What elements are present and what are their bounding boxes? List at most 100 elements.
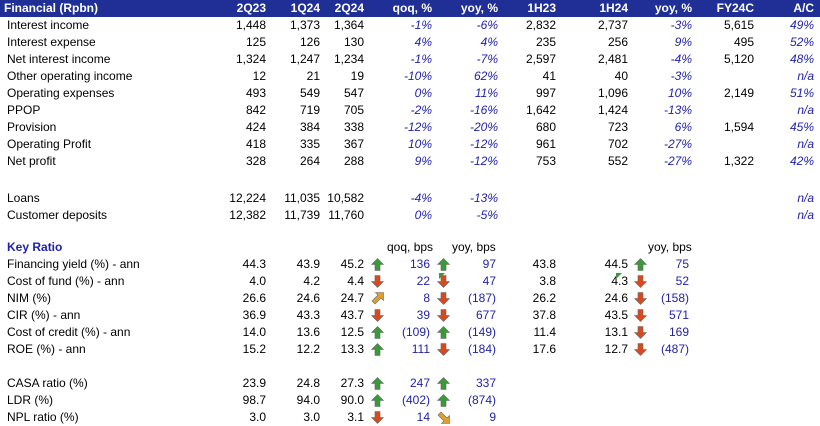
cell-1h23 [510, 207, 556, 224]
cell-1h23: 997 [535, 86, 556, 100]
cell-yoy: -16% [469, 103, 498, 117]
cell-1h24: 256 [607, 35, 628, 49]
cell-1q24: 335 [299, 137, 320, 151]
cell-yoy-bps: 97 [482, 257, 496, 271]
cell-2q23: 12,382 [229, 208, 266, 222]
cell-qoq-bps: 111 [411, 342, 430, 356]
cell-2q24: 1,364 [333, 18, 364, 32]
cell-2q24: 1,234 [333, 52, 364, 66]
header-col-2q24: 2Q24 [334, 1, 364, 15]
cell-2q23: 1,324 [235, 52, 266, 66]
cell-2q24: 547 [343, 86, 364, 100]
cell-yoy-1h: -27% [663, 154, 692, 168]
row-label: Cost of credit (%) - ann [7, 325, 131, 339]
cell-1h23: 753 [535, 154, 556, 168]
cell-yoy-bps: 47 [482, 274, 496, 288]
cell-2q24: 367 [343, 137, 364, 151]
row-label: Operating expenses [7, 86, 115, 100]
cell-1h23: 26.2 [532, 291, 556, 305]
cell-1q24: 264 [299, 154, 320, 168]
key-ratio-yoy-header: yoy, bps [452, 240, 496, 254]
cell-ac: 52% [789, 35, 814, 49]
cell-fy24c: 1,322 [723, 154, 754, 168]
cell-qoq: 10% [407, 137, 432, 151]
row-label: Operating Profit [7, 137, 92, 151]
cell-1q24: 43.9 [296, 257, 320, 271]
arrow-up-icon [371, 258, 384, 271]
arrow-down-icon [371, 309, 384, 322]
cell-yoy: -13% [469, 191, 498, 205]
arrow-down-icon [371, 411, 384, 424]
row-label: Net interest income [7, 52, 111, 66]
header-col-fy24c: FY24C [716, 1, 754, 15]
cell-2q23: 493 [245, 86, 266, 100]
cell-ac: n/a [797, 69, 814, 83]
cell-yoy-bps: (184) [467, 342, 496, 356]
cell-1h23: 3.8 [539, 274, 556, 288]
table-row: Net interest income 1,324 1,247 1,234 -1% -7%… [0, 51, 820, 68]
arrow-up-right-icon [371, 292, 384, 305]
cell-yoy-1h [634, 207, 692, 224]
cell-fy24c: 5,615 [723, 18, 754, 32]
cell-1h24: 24.6 [604, 291, 628, 305]
cell-yoy-bps: 677 [475, 308, 496, 322]
cell-yoy-1h-bps: 571 [668, 308, 689, 322]
cell-ac: 49% [789, 18, 814, 32]
cell-fy24c: 1,594 [723, 120, 754, 134]
cell-2q24: 43.7 [340, 308, 364, 322]
arrow-down-icon [371, 275, 384, 288]
cell-1h23: 43.8 [532, 257, 556, 271]
arrow-up-icon [371, 394, 384, 407]
cell-2q23: 4.0 [249, 274, 266, 288]
table-row: Interest expense 125 126 130 4% 4% 235 256 9% 495… [0, 34, 820, 51]
cell-qoq: 9% [414, 154, 432, 168]
cell-yoy-1h [634, 190, 692, 207]
cell-yoy-1h: -4% [670, 52, 692, 66]
cell-2q23: 418 [245, 137, 266, 151]
cell-2q24: 338 [343, 120, 364, 134]
cell-1q24: 549 [299, 86, 320, 100]
table-row: Provision 424 384 338 -12% -20% 680 723 6% 1,594 4… [0, 119, 820, 136]
table-row: Operating Profit 418 335 367 10% -12% 961 702 -2… [0, 136, 820, 153]
row-label: Other operating income [7, 69, 133, 83]
table-row: ROE (%) - ann 15.2 12.2 13.3 111 (184) 17.6 12.… [0, 341, 820, 358]
row-label: Cost of fund (%) - ann [7, 274, 125, 288]
cell-1q24: 384 [299, 120, 320, 134]
cell-yoy-1h-bps: 52 [675, 274, 689, 288]
cell-fy24c: 495 [733, 35, 754, 49]
cell-1h24: 44.5 [604, 257, 628, 271]
cell-qoq-bps: 14 [416, 410, 430, 424]
arrow-up-icon [437, 394, 450, 407]
cell-1q24: 1,373 [289, 18, 320, 32]
cell-1q24: 13.6 [296, 325, 320, 339]
cell-qoq-bps: 136 [409, 257, 430, 271]
cell-2q23: 36.9 [242, 308, 266, 322]
cell-1h24: 723 [607, 120, 628, 134]
row-label: Provision [7, 120, 57, 134]
cell-1q24: 11,035 [284, 191, 320, 205]
table-row: PPOP 842 719 705 -2% -16% 1,642 1,424 -13% n/a [0, 102, 820, 119]
cell-2q24: 130 [343, 35, 364, 49]
cell-yoy-1h: 6% [674, 120, 692, 134]
cell-1h24 [578, 207, 628, 224]
cell-fy24c [700, 68, 754, 85]
arrow-down-icon [437, 309, 450, 322]
row-label: Financing yield (%) - ann [7, 257, 140, 271]
cell-qoq: -2% [410, 103, 432, 117]
cell-1q24: 126 [299, 35, 320, 49]
cell-2q24: 19 [350, 69, 364, 83]
cell-qoq: -4% [410, 191, 432, 205]
cell-yoy: -12% [469, 137, 498, 151]
cell-ac: 45% [789, 120, 814, 134]
arrow-up-icon [371, 377, 384, 390]
cell-qoq-bps: (402) [401, 393, 430, 407]
cell-1q24: 24.6 [296, 291, 320, 305]
cell-qoq-bps: 8 [423, 291, 430, 305]
cell-2q24: 705 [343, 103, 364, 117]
table-row: NIM (%) 26.6 24.6 24.7 8 (187) 26.2 24.6 (158) [0, 290, 820, 307]
row-label: NPL ratio (%) [7, 410, 79, 424]
arrow-up-icon [371, 343, 384, 356]
header-col-qoq: qoq, % [392, 1, 432, 15]
cell-1q24: 94.0 [296, 393, 320, 407]
